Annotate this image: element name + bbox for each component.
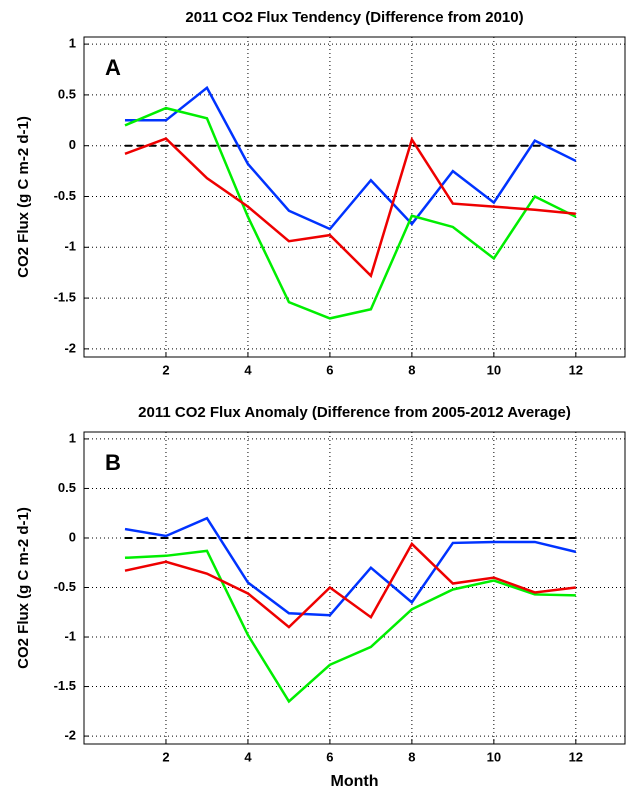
x-tick-label: 12: [569, 749, 583, 764]
plot-frame: [83, 431, 626, 745]
x-tick-label: 8: [408, 749, 415, 764]
series-line: [124, 106, 577, 320]
y-tick-label: 0: [69, 529, 76, 544]
y-axis-label: CO2 Flux (g C m-2 d-1): [15, 116, 32, 278]
y-tick-label: 1: [69, 430, 76, 445]
chart-title: 2011 CO2 Flux Anomaly (Difference from 2…: [138, 404, 571, 421]
plot-frame: [83, 36, 626, 358]
y-tick-label: -0.5: [54, 188, 76, 203]
series-line: [124, 541, 576, 629]
panel-label: B: [105, 450, 121, 475]
x-tick-label: 2: [162, 362, 169, 377]
series-line: [124, 549, 576, 704]
x-tick-label: 8: [408, 362, 415, 377]
x-tick-label: 10: [487, 362, 501, 377]
x-tick-label: 6: [326, 749, 333, 764]
y-tick-label: -0.5: [54, 579, 76, 594]
x-axis-label: Month: [331, 773, 379, 790]
series-line: [124, 136, 576, 279]
series-line: [124, 85, 577, 231]
series-line: [124, 516, 577, 617]
y-axis-label: CO2 Flux (g C m-2 d-1): [15, 507, 32, 669]
y-tick-label: 0.5: [58, 480, 76, 495]
x-tick-label: 2: [162, 749, 169, 764]
y-tick-label: -1: [64, 628, 76, 643]
y-tick-label: -1.5: [54, 290, 76, 305]
y-tick-label: 0: [69, 137, 76, 152]
y-tick-label: 0.5: [58, 86, 76, 101]
chart-title: 2011 CO2 Flux Tendency (Difference from …: [185, 9, 523, 26]
y-tick-label: -2: [64, 340, 76, 355]
y-tick-label: -2: [64, 728, 76, 743]
panel-label: A: [105, 55, 121, 80]
y-tick-label: -1.5: [54, 678, 76, 693]
y-tick-label: -1: [64, 239, 76, 254]
x-tick-label: 10: [487, 749, 501, 764]
x-tick-label: 4: [244, 362, 252, 377]
x-tick-label: 12: [569, 362, 583, 377]
y-tick-label: 1: [69, 36, 76, 51]
x-tick-label: 4: [244, 749, 252, 764]
x-tick-label: 6: [326, 362, 333, 377]
